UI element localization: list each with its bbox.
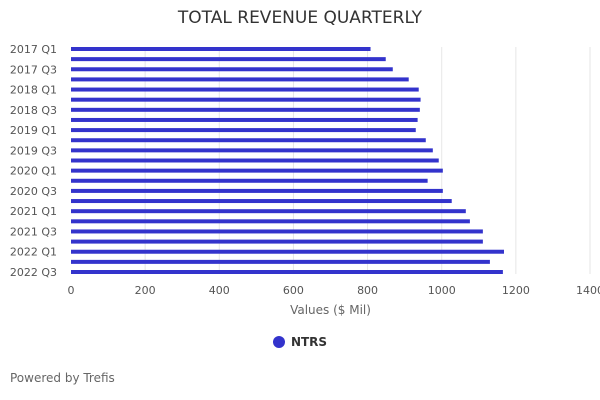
bar [71, 57, 386, 62]
bar [71, 148, 433, 153]
x-tick-label: 0 [68, 284, 75, 297]
bar [71, 188, 443, 193]
y-tick-label: 2017 Q1 [10, 43, 57, 56]
bar [71, 219, 470, 224]
bar [71, 117, 418, 122]
bar [71, 239, 483, 244]
y-tick-label: 2018 Q3 [10, 104, 57, 117]
x-tick-label: 600 [283, 284, 304, 297]
x-tick-label: 1400 [576, 284, 600, 297]
bar [71, 138, 426, 143]
y-tick-label: 2019 Q3 [10, 144, 57, 157]
y-tick-label: 2018 Q1 [10, 84, 57, 97]
bar [71, 97, 421, 102]
y-tick-label: 2020 Q3 [10, 185, 57, 198]
y-tick-label: 2017 Q3 [10, 63, 57, 76]
bar [71, 229, 483, 234]
bar [71, 107, 420, 112]
bar [71, 47, 371, 51]
bar [71, 168, 443, 173]
bar [71, 67, 393, 72]
x-tick-label: 800 [357, 284, 378, 297]
bar [71, 259, 490, 264]
x-tick-label: 400 [209, 284, 230, 297]
bar [71, 249, 504, 254]
y-tick-label: 2022 Q3 [10, 266, 57, 279]
y-tick-label: 2021 Q3 [10, 225, 57, 238]
bar [71, 209, 466, 214]
y-tick-label: 2020 Q1 [10, 165, 57, 178]
legend-label-ntrs: NTRS [290, 335, 328, 349]
y-tick-label: 2019 Q1 [10, 124, 57, 137]
bar [71, 87, 419, 92]
y-tick-label: 2021 Q1 [10, 205, 57, 218]
bar [71, 77, 409, 82]
bar [71, 199, 452, 204]
x-axis-label: Values ($ Mil) [290, 303, 371, 317]
x-tick-label: 1000 [428, 284, 456, 297]
bar [71, 158, 439, 163]
powered-by-credit[interactable]: Powered by Trefis [10, 371, 115, 385]
x-tick-label: 200 [135, 284, 156, 297]
bar [71, 178, 428, 183]
bar [71, 128, 416, 133]
x-tick-label: 1200 [502, 284, 530, 297]
legend[interactable]: NTRS [0, 335, 600, 349]
bar [71, 270, 503, 274]
bar-chart: 0 200 400 600 800 1000 1200 1400 2017 Q1 2017 Q3 2… [10, 43, 600, 297]
y-tick-label: 2022 Q1 [10, 246, 57, 259]
legend-marker-ntrs [272, 336, 285, 348]
chart-title: TOTAL REVENUE QUARTERLY [177, 8, 423, 28]
